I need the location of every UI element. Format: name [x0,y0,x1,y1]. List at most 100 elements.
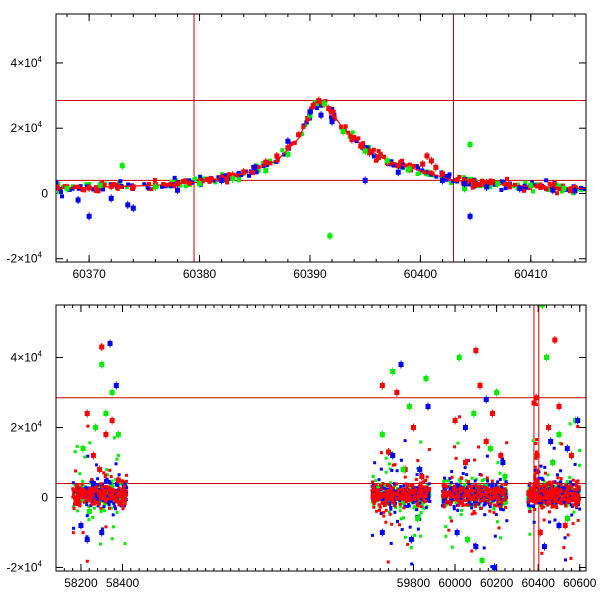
data-point [531,400,537,406]
data-point [396,489,400,493]
data-point [388,495,392,499]
data-point [280,148,285,153]
data-point [550,489,554,493]
data-point [407,502,411,506]
y-tick-exponent: 4 [38,560,43,569]
data-point [420,487,424,491]
data-point [78,504,82,508]
data-point [416,527,420,531]
data-point [387,510,391,514]
data-point [88,441,92,445]
data-point [370,495,374,499]
data-point [86,424,90,428]
data-point [152,177,157,182]
data-point [558,441,562,445]
data-point [489,411,495,416]
data-point [556,523,562,528]
data-point [382,501,386,505]
data-point [576,479,580,483]
data-point [460,492,464,496]
data-point [121,489,125,493]
data-point [379,451,383,455]
data-point [395,163,401,169]
data-point [395,169,401,175]
data-point [285,151,291,157]
data-point [535,450,539,454]
data-point [107,506,111,510]
data-point [388,491,392,495]
data-point [108,489,112,493]
data-point [300,132,305,137]
data-point [420,498,424,502]
data-point [488,185,493,190]
data-point [552,499,556,503]
data-point [493,534,497,538]
data-point [471,503,475,507]
data-point [225,180,230,185]
data-point [80,488,84,492]
data-point [471,498,475,502]
data-point [98,497,102,501]
data-point [550,505,554,509]
data-point [76,184,81,189]
data-point [494,489,498,493]
data-point [500,483,504,487]
data-point [555,500,559,504]
data-point [99,530,105,535]
data-point [387,489,391,493]
data-point [559,483,563,487]
data-point [424,489,428,493]
data-point [537,492,541,496]
data-point [448,476,452,480]
data-point [575,488,579,492]
data-point [462,499,466,503]
data-point [411,495,415,499]
data-point [388,512,392,516]
data-point [117,503,121,507]
data-point [385,502,389,506]
data-point [462,493,466,497]
data-point [539,464,543,468]
data-point [532,482,536,486]
data-point [428,158,434,164]
data-point [414,477,418,481]
data-point [410,498,414,502]
data-point [414,487,418,491]
data-point [422,480,426,484]
data-point [535,468,539,472]
data-point [540,485,544,489]
data-point [126,182,131,187]
data-point [536,498,540,502]
data-point [95,463,99,467]
data-point [312,99,317,104]
data-point [443,476,447,480]
data-point [89,481,93,485]
data-point [72,492,76,496]
data-point [479,495,483,499]
data-point [377,508,381,512]
data-point [216,175,221,180]
data-point [72,506,76,510]
data-point [110,483,114,487]
data-point [458,500,462,504]
data-point [543,465,547,469]
data-point [97,182,103,188]
data-point [409,484,413,488]
data-point [575,418,581,423]
data-point [568,480,572,484]
data-point [90,488,94,492]
data-point [147,186,152,191]
data-point [496,480,500,484]
data-point [89,491,93,495]
data-point [479,473,483,477]
data-point [433,164,439,170]
x-tick-label: 60370 [72,267,106,281]
data-point [489,486,493,490]
data-point [389,159,394,164]
zoom-panel: 60370 60380 60390 60400 60410-2×10402×1044×1… [7,13,587,281]
data-point [413,497,417,501]
data-point [87,488,91,492]
data-point [80,493,84,497]
data-point [483,439,489,444]
data-point [501,508,505,512]
